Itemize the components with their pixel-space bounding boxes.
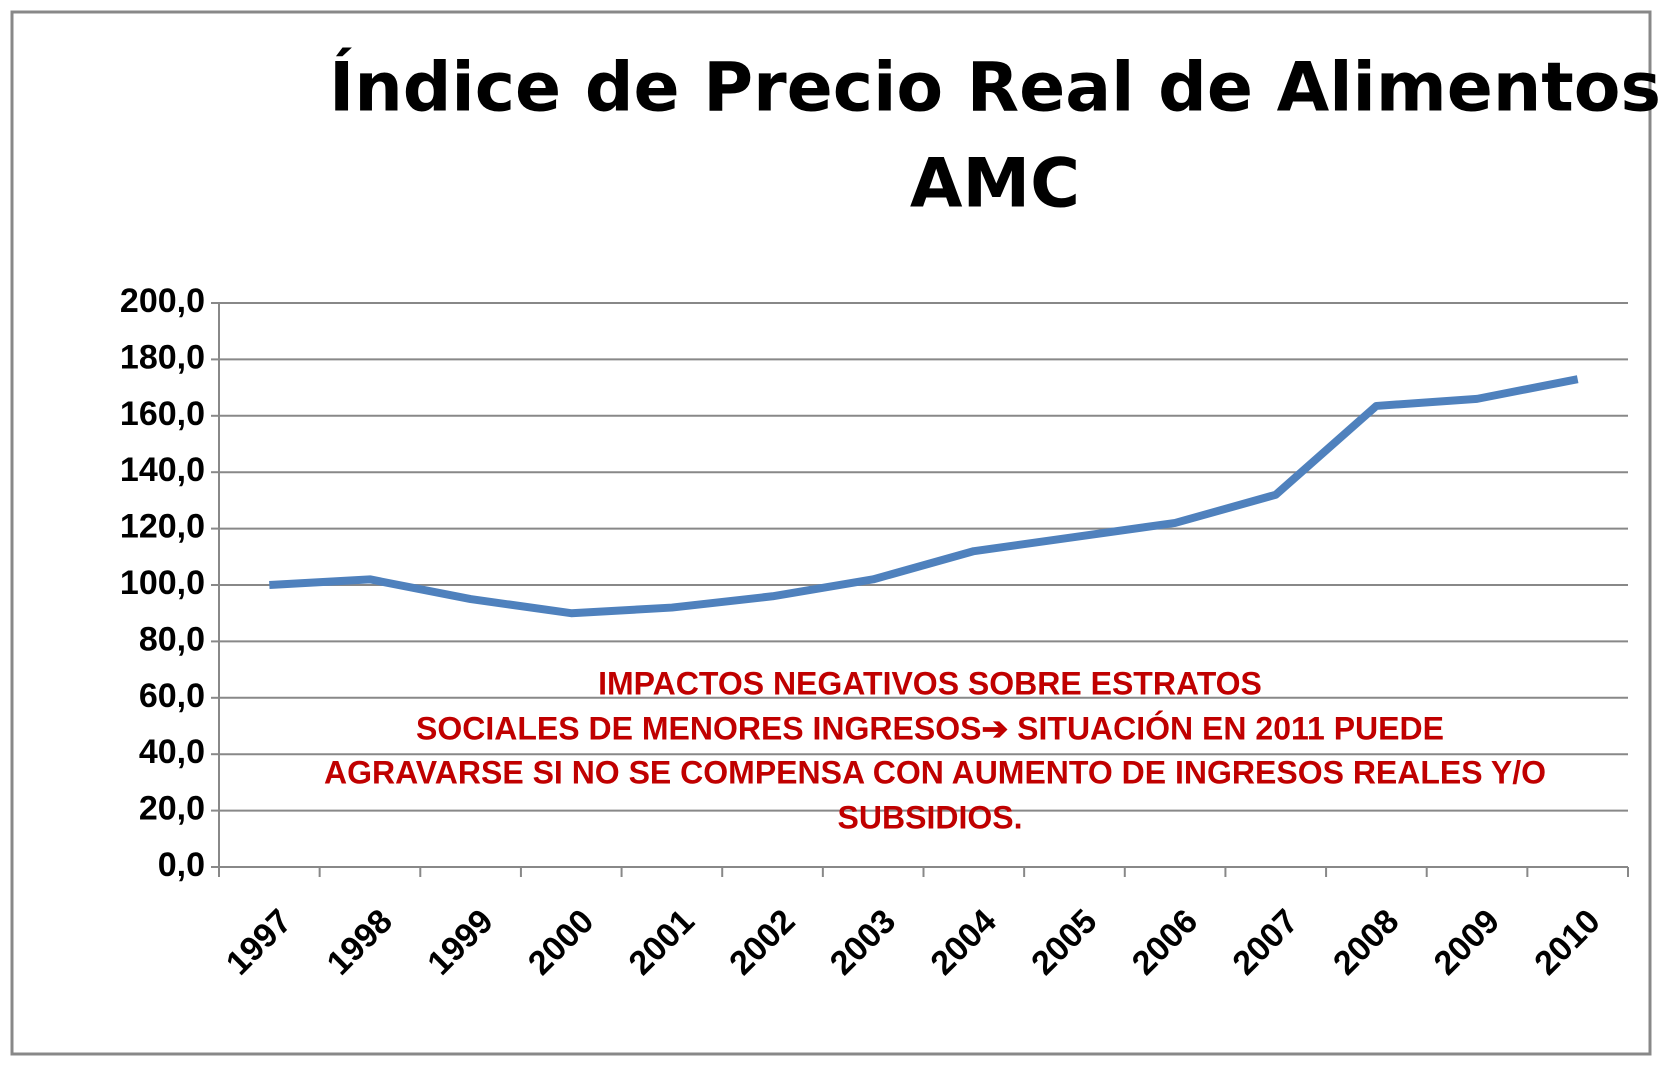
y-tick-label: 160,0 xyxy=(120,395,205,433)
y-tick-label: 20,0 xyxy=(139,790,205,828)
chart-title: AMC xyxy=(910,145,1080,224)
y-tick-label: 40,0 xyxy=(139,733,205,771)
annotation: IMPACTOS NEGATIVOS SOBRE ESTRATOS xyxy=(598,665,1262,701)
y-tick-label: 0,0 xyxy=(158,846,205,884)
y-tick-label: 80,0 xyxy=(139,620,205,658)
y-tick-label: 200,0 xyxy=(120,282,205,320)
y-tick-label: 100,0 xyxy=(120,564,205,602)
series-line xyxy=(269,375,1579,618)
y-tick-label: 140,0 xyxy=(120,451,205,489)
annotation: SOCIALES DE MENORES INGRESOS➔ SITUACIÓN … xyxy=(416,710,1444,746)
annotation: SUBSIDIOS. xyxy=(838,799,1023,835)
chart-frame xyxy=(10,10,1652,1056)
annotation: AGRAVARSE SI NO SE COMPENSA CON AUMENTO … xyxy=(324,754,1546,790)
y-tick-label: 180,0 xyxy=(120,338,205,376)
y-tick-label: 60,0 xyxy=(139,677,205,715)
y-tick-label: 120,0 xyxy=(120,508,205,546)
chart-title: Índice de Precio Real de Alimentos xyxy=(329,48,1661,128)
